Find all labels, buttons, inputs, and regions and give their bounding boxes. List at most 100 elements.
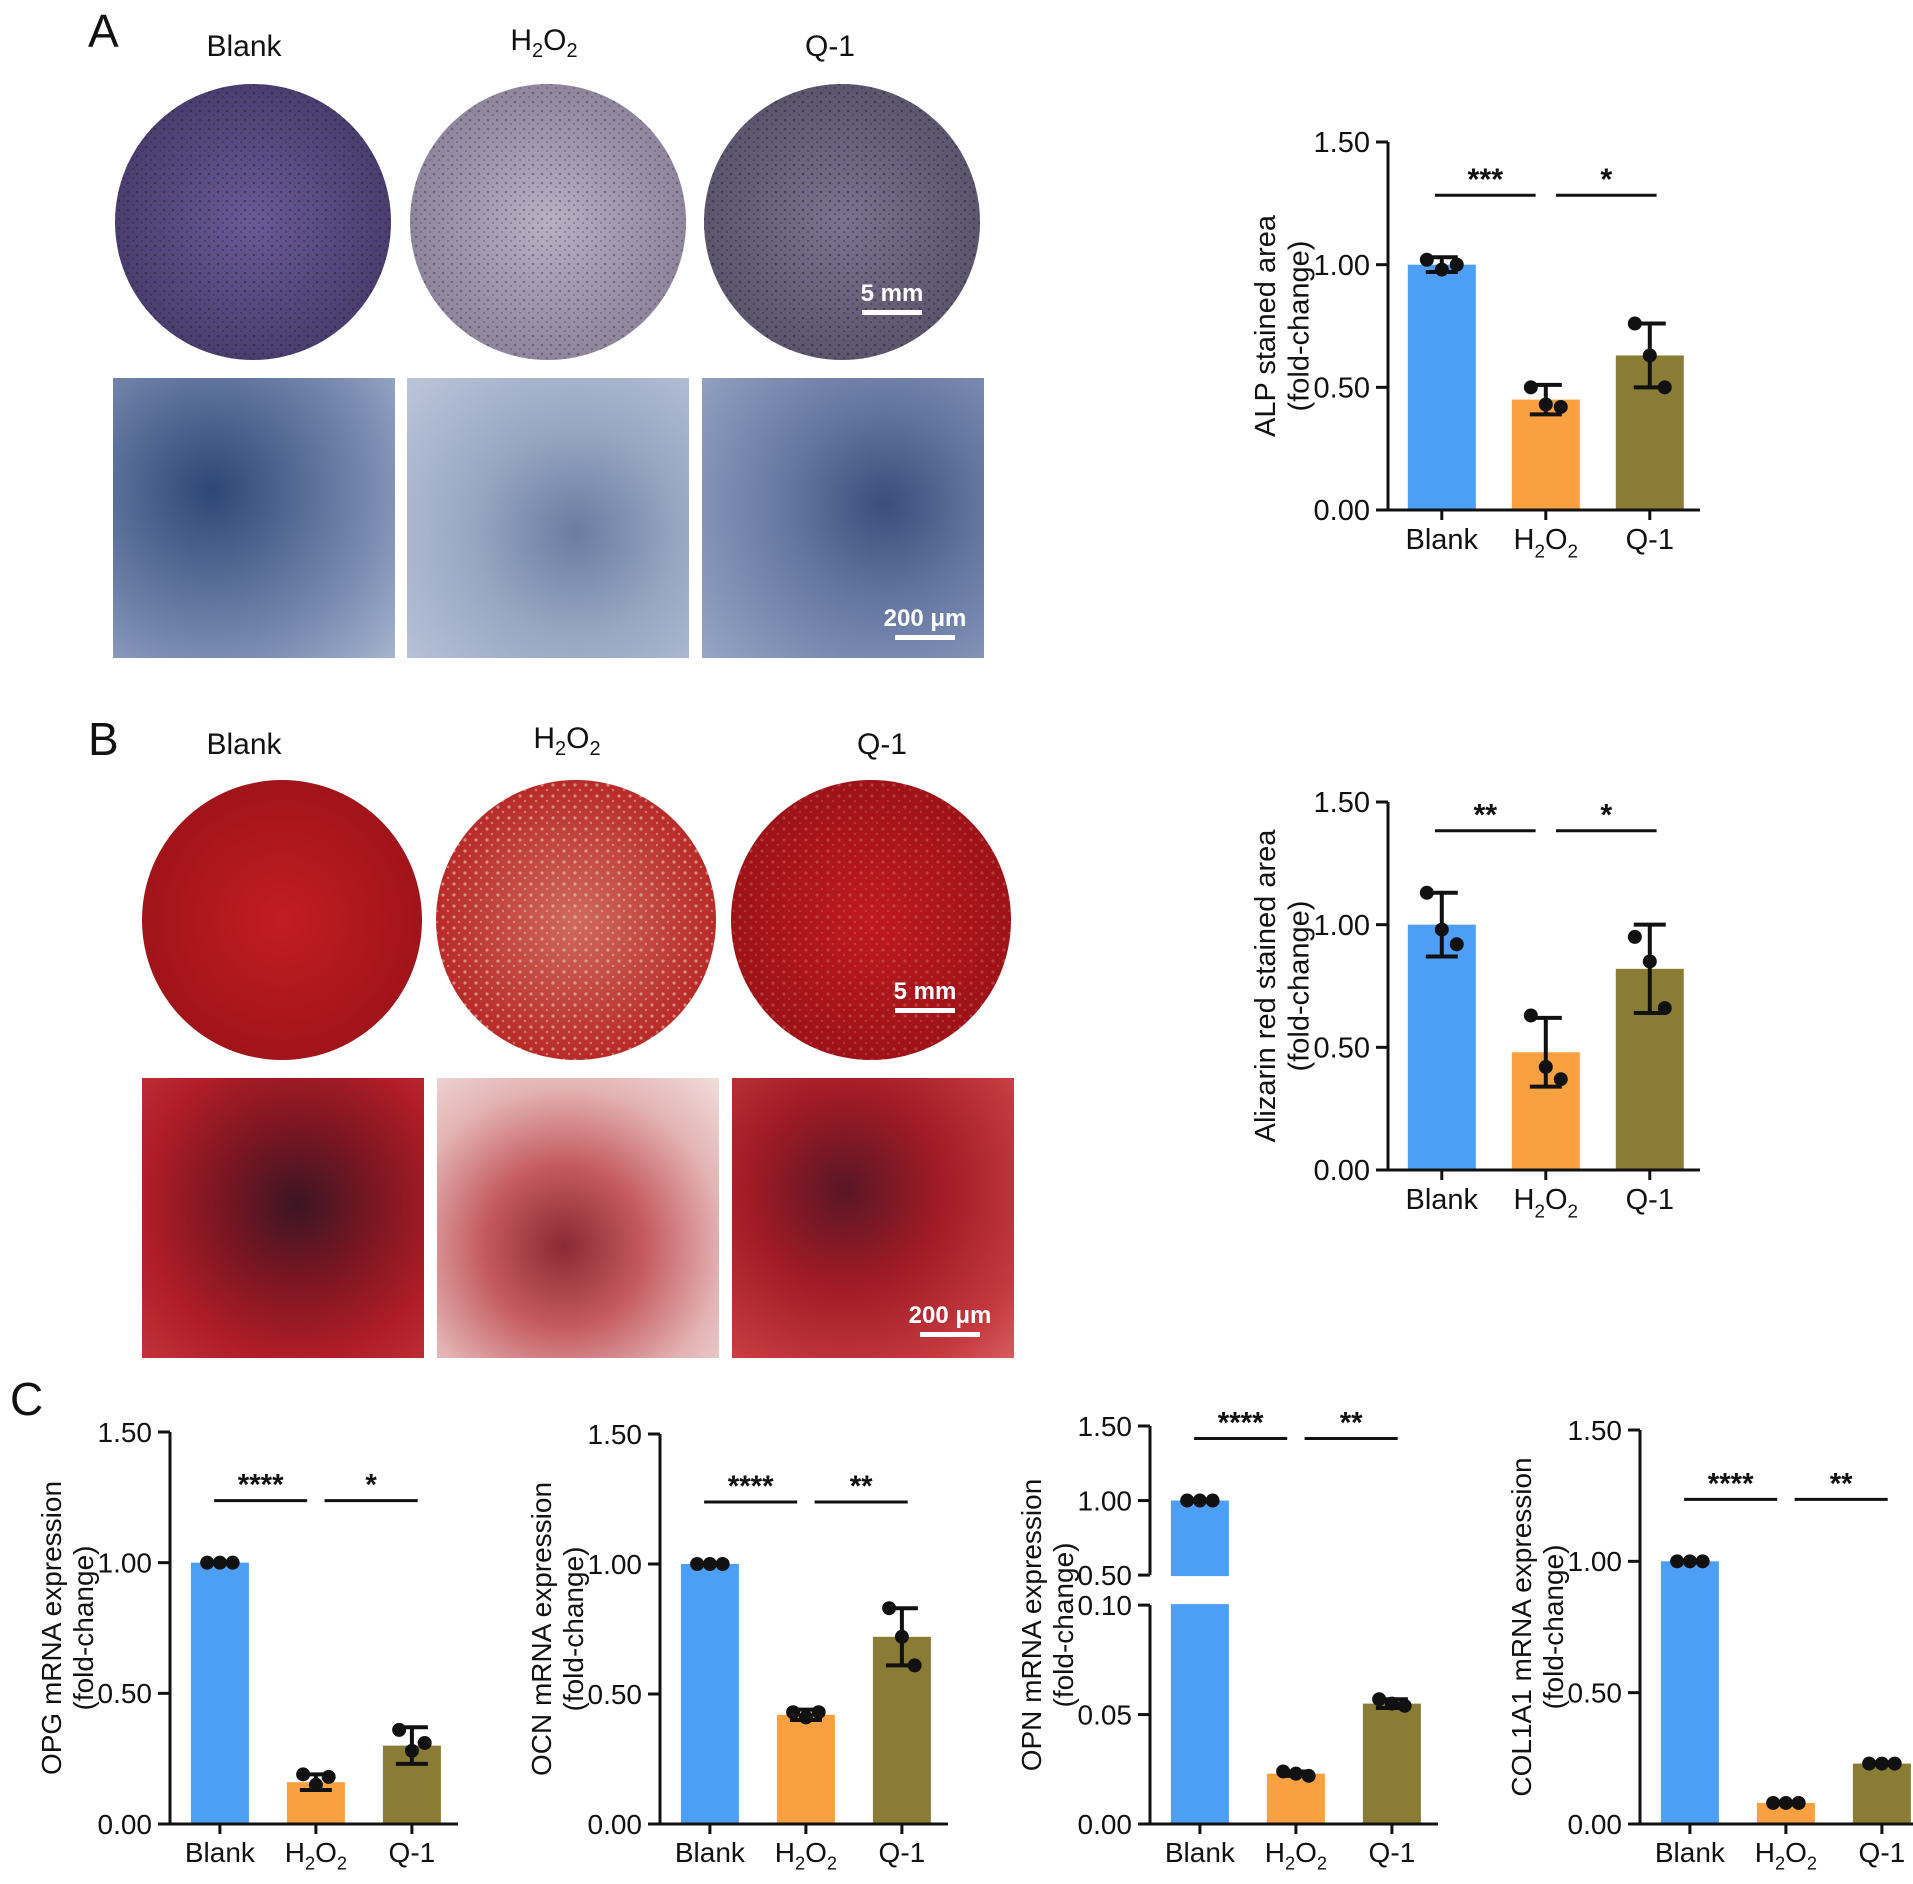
bar-1 (1511, 399, 1580, 510)
x-tick-label-2: Q-1 (1626, 1184, 1674, 1216)
chart-opn: 0.00 0.05 0.100.50 1.00 1.50 Blank H2O2 Q-1 OPN … (1016, 1407, 1438, 1874)
y-tick-label: 0.50 (588, 1679, 643, 1710)
y-axis-label-line-0: Alizarin red stained area (1250, 829, 1282, 1143)
panel-letter-a: A (88, 5, 119, 57)
y-tick-label: 0.00 (1568, 1809, 1623, 1840)
a-micro-blank (113, 378, 395, 658)
x-tick-label-1: H2O2 (1514, 524, 1578, 561)
data-point-1-1 (1288, 1766, 1303, 1781)
y-axis-label-line-1: (fold-change) (1283, 241, 1315, 412)
x-tick-label-0: Blank (1406, 1184, 1479, 1216)
y-tick-label: 0.00 (98, 1809, 153, 1840)
bar-0 (1407, 264, 1476, 510)
data-point-2-0 (1627, 929, 1642, 944)
significance-label-1: * (1600, 162, 1612, 196)
data-point-1-1 (1538, 1059, 1553, 1074)
x-tick-label-2: Q-1 (879, 1837, 926, 1868)
b-plate-scalebar: 5 mm (875, 978, 975, 1013)
data-point-0-1 (1434, 262, 1449, 277)
significance-label-0: **** (238, 1469, 284, 1502)
y-tick-label: 1.00 (1314, 910, 1370, 942)
data-point-0-2 (715, 1557, 730, 1571)
data-point-1-2 (321, 1769, 336, 1784)
chart-opg: 0.00 0.50 1.00 1.50 Blank H2O2 Q-1 OPG mRNA exp… (36, 1417, 458, 1874)
data-point-0-1 (1682, 1554, 1697, 1569)
x-tick-label-2: Q-1 (1369, 1837, 1416, 1868)
y-tick-label: 1.50 (98, 1417, 153, 1448)
significance-label-0: **** (1708, 1467, 1754, 1500)
b-plate-q1 (731, 780, 1011, 1060)
y-axis-label-line-1: (fold-change) (558, 1547, 589, 1712)
data-point-2-2 (1657, 380, 1672, 395)
y-tick-label: 0.00 (1314, 495, 1370, 527)
a-plate-q1 (704, 84, 980, 360)
y-axis-label-line-1: (fold-change) (68, 1546, 99, 1711)
data-point-2-0 (1862, 1756, 1877, 1771)
data-point-1-0 (1523, 1008, 1538, 1023)
significance-label-0: *** (1468, 162, 1504, 196)
data-point-0-2 (1449, 257, 1464, 272)
data-point-0-0 (690, 1557, 705, 1571)
data-point-2-2 (907, 1658, 922, 1673)
y-axis-label-line-1: (fold-change) (1538, 1545, 1569, 1710)
x-tick-label-1: H2O2 (775, 1837, 837, 1874)
significance-label-0: **** (1218, 1407, 1264, 1440)
data-point-2-0 (1627, 316, 1642, 331)
y-tick-label: 1.50 (588, 1419, 643, 1450)
data-point-2-1 (894, 1629, 909, 1644)
y-axis-label-line-1: (fold-change) (1283, 901, 1315, 1072)
data-point-1-0 (1523, 380, 1538, 395)
data-point-0-2 (1449, 937, 1464, 952)
significance-label-1: ** (1830, 1467, 1853, 1500)
a-plate-h2o2 (410, 84, 686, 360)
significance-label-0: **** (728, 1470, 774, 1503)
x-tick-label-0: Blank (1406, 524, 1479, 556)
bar-0 (1407, 924, 1476, 1170)
data-point-0-1 (1434, 922, 1449, 937)
x-tick-label-1: H2O2 (285, 1837, 347, 1874)
bar-0 (190, 1562, 249, 1824)
significance-label-1: * (1600, 798, 1612, 832)
x-tick-label-2: Q-1 (389, 1837, 436, 1868)
bar-0 (1170, 1500, 1229, 1824)
panel-letter-b: B (88, 713, 119, 765)
y-tick-label: 0.00 (588, 1809, 643, 1840)
data-point-0-0 (1670, 1554, 1685, 1569)
data-point-2-1 (1642, 348, 1657, 363)
y-tick-label: 1.50 (1078, 1411, 1133, 1442)
significance-label-1: * (365, 1469, 377, 1502)
y-tick-label: 1.00 (1314, 250, 1370, 282)
a-micro-h2o2 (407, 378, 689, 658)
a-micro-scalebar: 200 μm (870, 605, 980, 640)
y-tick-label: 1.50 (1568, 1415, 1623, 1446)
x-tick-label-2: Q-1 (1859, 1837, 1906, 1868)
bar-2 (872, 1636, 931, 1824)
b-label-q1: Q-1 (856, 728, 907, 761)
x-tick-label-0: Blank (185, 1837, 256, 1868)
axis-break-gap (1168, 1576, 1231, 1605)
data-point-0-1 (212, 1555, 227, 1570)
b-micro-blank (142, 1078, 424, 1358)
data-point-2-2 (1887, 1756, 1902, 1771)
a-plate-scalebar: 5 mm (842, 280, 942, 315)
data-point-1-2 (811, 1705, 826, 1720)
b-micro-q1 (732, 1078, 1014, 1358)
b-micro-scalebar: 200 μm (895, 1302, 1005, 1337)
bar-1 (1266, 1773, 1325, 1824)
y-tick-label: 0.50 (1314, 372, 1370, 404)
y-axis-label-line-0: OCN mRNA expression (526, 1482, 557, 1776)
data-point-1-0 (296, 1767, 311, 1782)
data-point-0-1 (1192, 1493, 1207, 1508)
y-tick-label: 1.00 (98, 1547, 153, 1578)
y-axis-label-line-1: (fold-change) (1048, 1543, 1079, 1708)
x-tick-label-0: Blank (1655, 1837, 1726, 1868)
y-tick-label: 1.50 (1314, 127, 1370, 159)
significance-label-1: ** (1340, 1407, 1363, 1440)
y-axis-label-line-0: OPN mRNA expression (1016, 1479, 1047, 1772)
panel-letter-c: C (10, 1373, 44, 1425)
chart-col1a1: 0.00 0.50 1.00 1.50 Blank H2O2 Q-1 COL1A1 mRNA … (1506, 1415, 1913, 1874)
y-axis-label-line-0: COL1A1 mRNA expression (1506, 1457, 1537, 1796)
y-tick-label: 0.50 (98, 1678, 153, 1709)
y-axis-label-line-0: ALP stained area (1250, 214, 1282, 437)
x-tick-label-1: H2O2 (1514, 1184, 1578, 1221)
